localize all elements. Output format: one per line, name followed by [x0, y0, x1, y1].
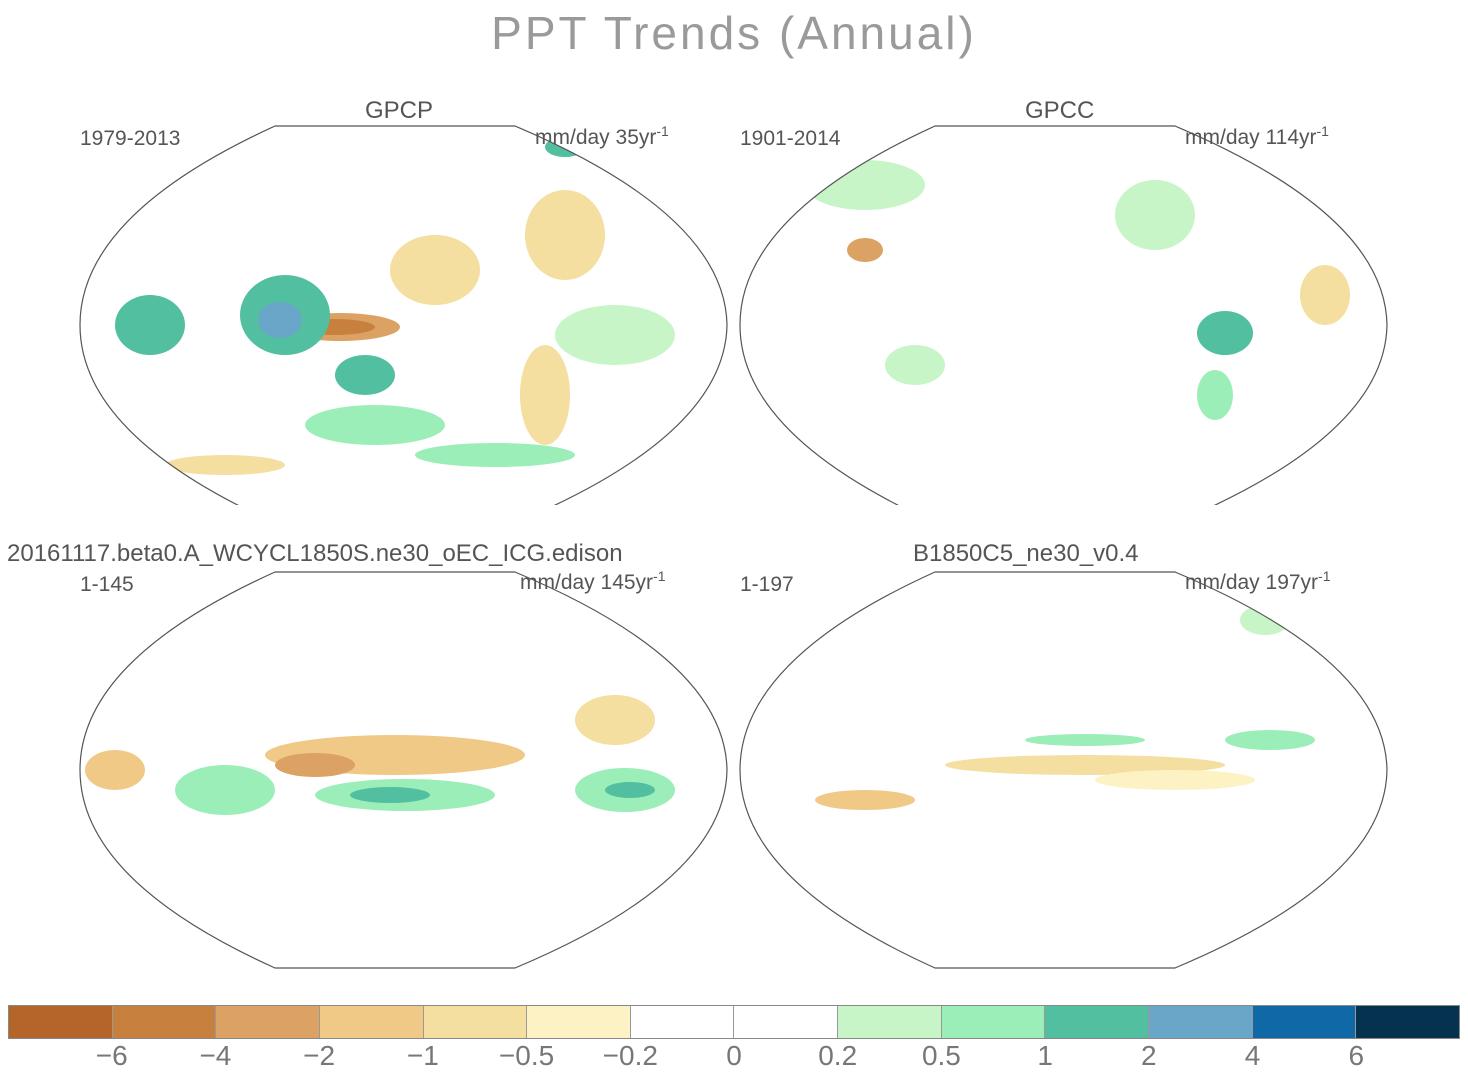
colorbar-segment: [734, 1006, 839, 1038]
panel-period: 1-197: [740, 573, 794, 596]
trend-patch: [555, 305, 675, 365]
panel-period: 1-145: [80, 573, 134, 596]
colorbar: [8, 1005, 1460, 1039]
trend-patch: [525, 190, 605, 280]
trend-patch: [335, 355, 395, 395]
colorbar-tick-label: 4: [1244, 1040, 1261, 1071]
panel-units: mm/day 114yr-1: [1185, 123, 1329, 149]
colorbar-tick-label: 0.5: [921, 1040, 961, 1071]
colorbar-tick-label: −2: [303, 1040, 336, 1071]
trend-patch: [1025, 734, 1145, 746]
map-boundary: [739, 125, 1388, 505]
colorbar-segment: [1252, 1006, 1357, 1038]
colorbar-tick-label: −1: [406, 1040, 439, 1071]
trend-patch: [1197, 311, 1253, 355]
map-boundary: [79, 125, 728, 505]
trend-patch: [545, 137, 585, 157]
trend-patch: [390, 235, 480, 305]
colorbar-tick-label: −4: [199, 1040, 232, 1071]
colorbar-segment: [423, 1006, 528, 1038]
colorbar-tick-label: −6: [95, 1040, 128, 1071]
colorbar-segment: [630, 1006, 735, 1038]
colorbar-segment: [838, 1006, 942, 1038]
trend-patch: [815, 790, 915, 810]
trend-patch: [175, 765, 275, 815]
trend-patch: [1240, 605, 1290, 635]
colorbar-segment: [9, 1006, 113, 1038]
panel-title: B1850C5_ne30_v0.4: [913, 540, 1139, 567]
colorbar-segment: [941, 1006, 1046, 1038]
robinson-map: [79, 571, 728, 969]
trend-patch: [1115, 180, 1195, 250]
trend-patch: [945, 755, 1225, 775]
colorbar-tick-label: 6: [1348, 1040, 1365, 1071]
trend-patch: [1225, 730, 1315, 750]
panel-title: GPCC: [1025, 97, 1095, 124]
panel-units: mm/day 197yr-1: [1185, 568, 1331, 594]
trend-patch: [165, 455, 285, 475]
colorbar-segment: [527, 1006, 631, 1038]
trend-patch: [1300, 265, 1350, 325]
trend-patch: [415, 443, 575, 467]
map-boundary: [739, 571, 1388, 969]
trend-patch: [1197, 370, 1233, 420]
map-boundary: [79, 571, 728, 969]
map-panel-model-a: 20161117.beta0.A_WCYCL1850S.ne30_oEC_ICG…: [7, 540, 735, 969]
robinson-map: [739, 125, 1388, 505]
trend-patch: [305, 405, 445, 445]
trend-patch: [847, 238, 883, 262]
colorbar-tick-label: −0.5: [498, 1040, 555, 1071]
panel-units: mm/day 145yr-1: [520, 568, 666, 594]
panel-title: 20161117.beta0.A_WCYCL1850S.ne30_oEC_ICG…: [7, 540, 623, 567]
map-panel-model-b: B1850C5_ne30_v0.4 1-197 mm/day 197yr-1: [735, 540, 1395, 969]
panel-period: 1979-2013: [80, 127, 181, 150]
colorbar-segment: [112, 1006, 217, 1038]
panel-title: GPCP: [365, 97, 434, 124]
colorbar-segment: [216, 1006, 320, 1038]
colorbar-tick-label: −0.2: [602, 1040, 658, 1071]
colorbar-segment: [319, 1006, 424, 1038]
colorbar-segment: [1356, 1006, 1459, 1038]
figure-title: PPT Trends (Annual): [491, 7, 977, 59]
colorbar-tick-label: 0.2: [818, 1040, 858, 1071]
colorbar-tick-label: 1: [1037, 1040, 1053, 1071]
trend-patch: [520, 345, 570, 445]
trend-patch: [885, 345, 945, 385]
map-panel-gpcp: GPCP 1979-2013 mm/day 35yr-1: [75, 95, 735, 505]
trend-patch: [605, 782, 655, 798]
colorbar-tick-label: 0: [726, 1040, 742, 1071]
trend-patch: [1095, 770, 1255, 790]
trend-patch: [275, 753, 355, 777]
robinson-map: [79, 125, 728, 505]
colorbar-segment: [1149, 1006, 1253, 1038]
colorbar-tick-label: 2: [1141, 1040, 1157, 1071]
robinson-map: [739, 571, 1388, 969]
trend-patch: [575, 695, 655, 745]
trend-patch: [115, 295, 185, 355]
colorbar-segment: [1045, 1006, 1150, 1038]
map-panel-gpcc: GPCC 1901-2014 mm/day 114yr-1: [735, 95, 1395, 505]
panel-units: mm/day 35yr-1: [535, 123, 669, 149]
trend-patch: [85, 750, 145, 790]
trend-patch: [350, 787, 430, 803]
trend-patch: [805, 160, 925, 210]
trend-patch: [258, 302, 302, 338]
panel-period: 1901-2014: [740, 127, 841, 150]
